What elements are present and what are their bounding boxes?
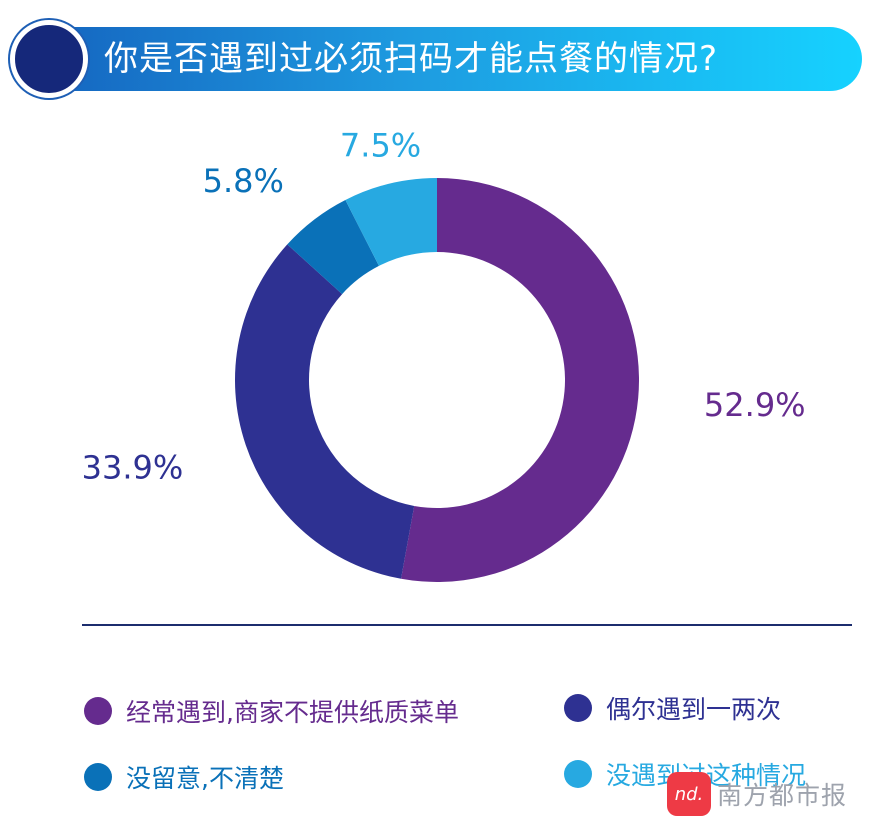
data-label-occasionally: 33.9% <box>82 448 184 486</box>
title-banner <box>40 27 862 91</box>
donut-chart: 52.9% 33.9% 5.8% 7.5% <box>82 127 806 582</box>
legend-dot-often <box>84 697 112 725</box>
legend-dot-occasionally <box>564 694 592 722</box>
slice-never <box>345 178 437 266</box>
slice-often <box>401 178 639 582</box>
legend-item-often: 经常遇到,商家不提供纸质菜单 <box>84 693 459 729</box>
watermark-text: 南方都市报 <box>717 781 848 810</box>
slice-occasionally <box>234 244 415 579</box>
chart-title: 你是否遇到过必须扫码才能点餐的情况? <box>104 39 719 79</box>
legend-label-often: 经常遇到,商家不提供纸质菜单 <box>126 698 459 727</box>
data-label-never: 7.5% <box>340 127 421 165</box>
legend-dot-not-sure <box>84 763 112 791</box>
legend-item-occasionally: 偶尔遇到一两次 <box>564 690 781 726</box>
slice-not-sure <box>287 199 379 295</box>
title-circle-icon <box>10 20 88 98</box>
legend-divider <box>82 624 852 626</box>
data-label-not-sure: 5.8% <box>203 162 284 200</box>
legend-label-not-sure: 没留意,不清楚 <box>126 764 284 793</box>
data-label-often: 52.9% <box>704 386 806 424</box>
legend-item-not-sure: 没留意,不清楚 <box>84 759 284 795</box>
legend-dot-never <box>564 760 592 788</box>
legend-label-occasionally: 偶尔遇到一两次 <box>606 695 782 724</box>
watermark: nd. 南方都市报 <box>667 772 847 816</box>
watermark-logo-icon: nd. <box>667 772 711 816</box>
